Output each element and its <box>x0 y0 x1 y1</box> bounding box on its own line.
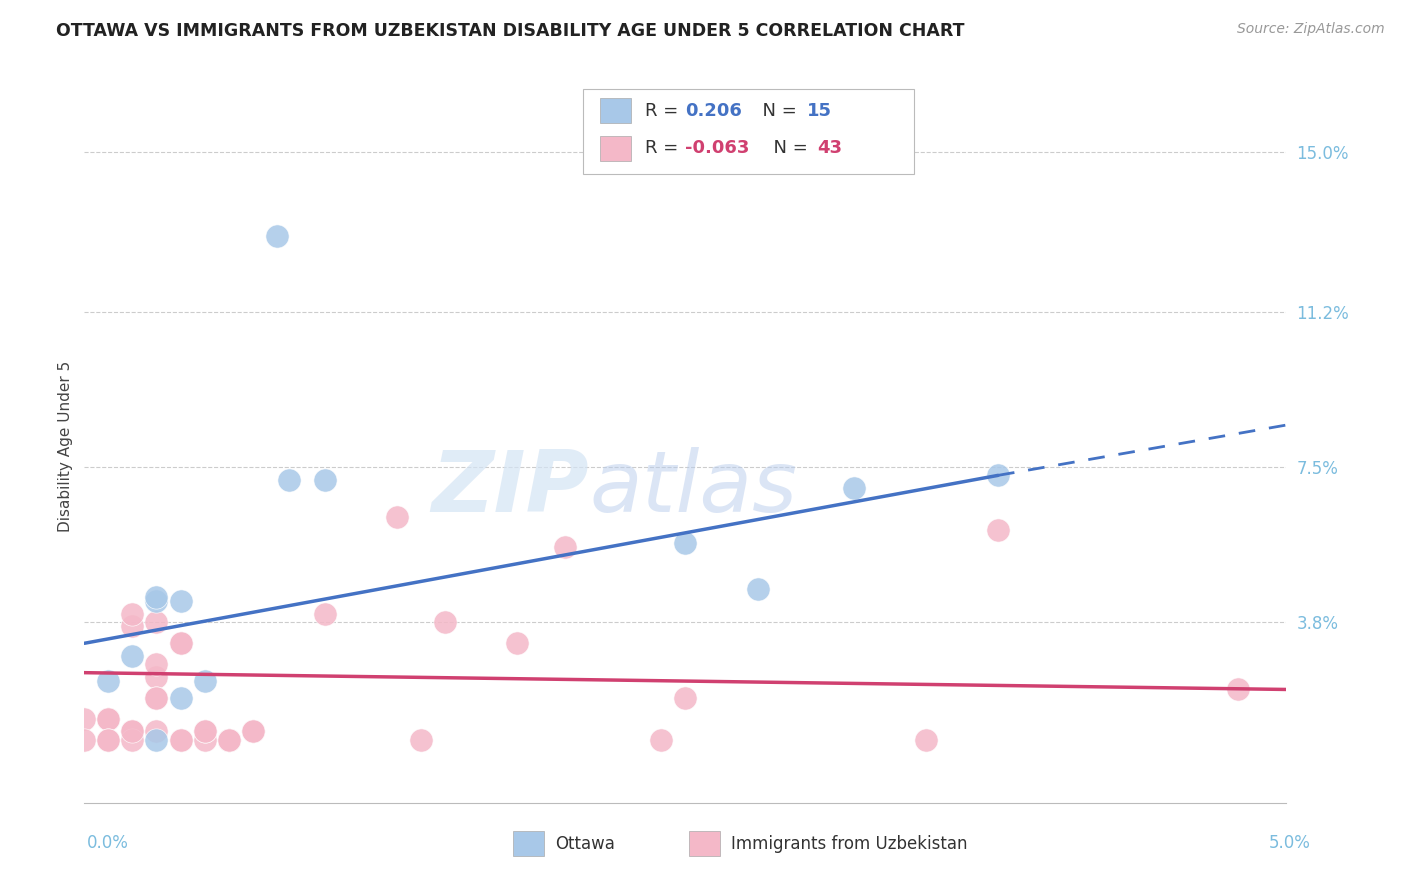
Point <box>675 535 697 549</box>
Text: Immigrants from Uzbekistan: Immigrants from Uzbekistan <box>731 835 967 853</box>
Text: OTTAWA VS IMMIGRANTS FROM UZBEKISTAN DISABILITY AGE UNDER 5 CORRELATION CHART: OTTAWA VS IMMIGRANTS FROM UZBEKISTAN DIS… <box>56 22 965 40</box>
Point <box>554 540 576 554</box>
Point <box>385 510 408 524</box>
Point <box>73 732 96 747</box>
Point <box>145 657 167 672</box>
Point <box>169 636 191 650</box>
Text: 43: 43 <box>817 139 842 157</box>
Y-axis label: Disability Age Under 5: Disability Age Under 5 <box>58 360 73 532</box>
Point <box>121 724 143 739</box>
Point <box>314 473 336 487</box>
Point <box>194 724 217 739</box>
Point <box>121 724 143 739</box>
Point <box>218 732 240 747</box>
Point <box>650 732 672 747</box>
Point <box>169 732 191 747</box>
Point <box>145 732 167 747</box>
Point <box>169 690 191 705</box>
Point <box>218 732 240 747</box>
Point <box>97 712 120 726</box>
Point <box>97 732 120 747</box>
Point <box>97 732 120 747</box>
Point <box>169 732 191 747</box>
Text: Source: ZipAtlas.com: Source: ZipAtlas.com <box>1237 22 1385 37</box>
Point <box>121 648 143 663</box>
Text: 5.0%: 5.0% <box>1268 834 1310 852</box>
Text: atlas: atlas <box>589 447 797 531</box>
Point <box>242 724 264 739</box>
Point <box>277 473 299 487</box>
Point <box>121 607 143 621</box>
Point <box>145 690 167 705</box>
Point <box>145 724 167 739</box>
Point <box>97 674 120 689</box>
Point <box>145 615 167 630</box>
Text: R =: R = <box>645 102 685 120</box>
Point <box>987 523 1010 537</box>
Point <box>145 690 167 705</box>
Point <box>409 732 432 747</box>
Point <box>1227 682 1250 697</box>
Point <box>218 732 240 747</box>
Point <box>675 690 697 705</box>
Point <box>242 724 264 739</box>
Point <box>915 732 938 747</box>
Point <box>842 481 865 495</box>
Point <box>145 594 167 608</box>
Point <box>987 468 1010 483</box>
Text: 0.0%: 0.0% <box>87 834 129 852</box>
Point <box>194 732 217 747</box>
Point <box>434 615 457 630</box>
Text: 0.206: 0.206 <box>685 102 741 120</box>
Point <box>266 229 288 244</box>
Text: N =: N = <box>751 102 803 120</box>
Point <box>145 590 167 604</box>
Point <box>218 732 240 747</box>
Point <box>121 724 143 739</box>
Point <box>506 636 529 650</box>
Point <box>121 732 143 747</box>
Point <box>194 674 217 689</box>
Point <box>145 670 167 684</box>
Point <box>747 582 769 596</box>
Point <box>121 619 143 633</box>
Point <box>97 712 120 726</box>
Text: 15: 15 <box>807 102 832 120</box>
Point <box>97 712 120 726</box>
Text: R =: R = <box>645 139 685 157</box>
Text: ZIP: ZIP <box>432 447 589 531</box>
Point <box>194 724 217 739</box>
Point <box>169 594 191 608</box>
Text: -0.063: -0.063 <box>685 139 749 157</box>
Text: N =: N = <box>762 139 814 157</box>
Point <box>314 607 336 621</box>
Point <box>73 712 96 726</box>
Point <box>169 636 191 650</box>
Text: Ottawa: Ottawa <box>555 835 616 853</box>
